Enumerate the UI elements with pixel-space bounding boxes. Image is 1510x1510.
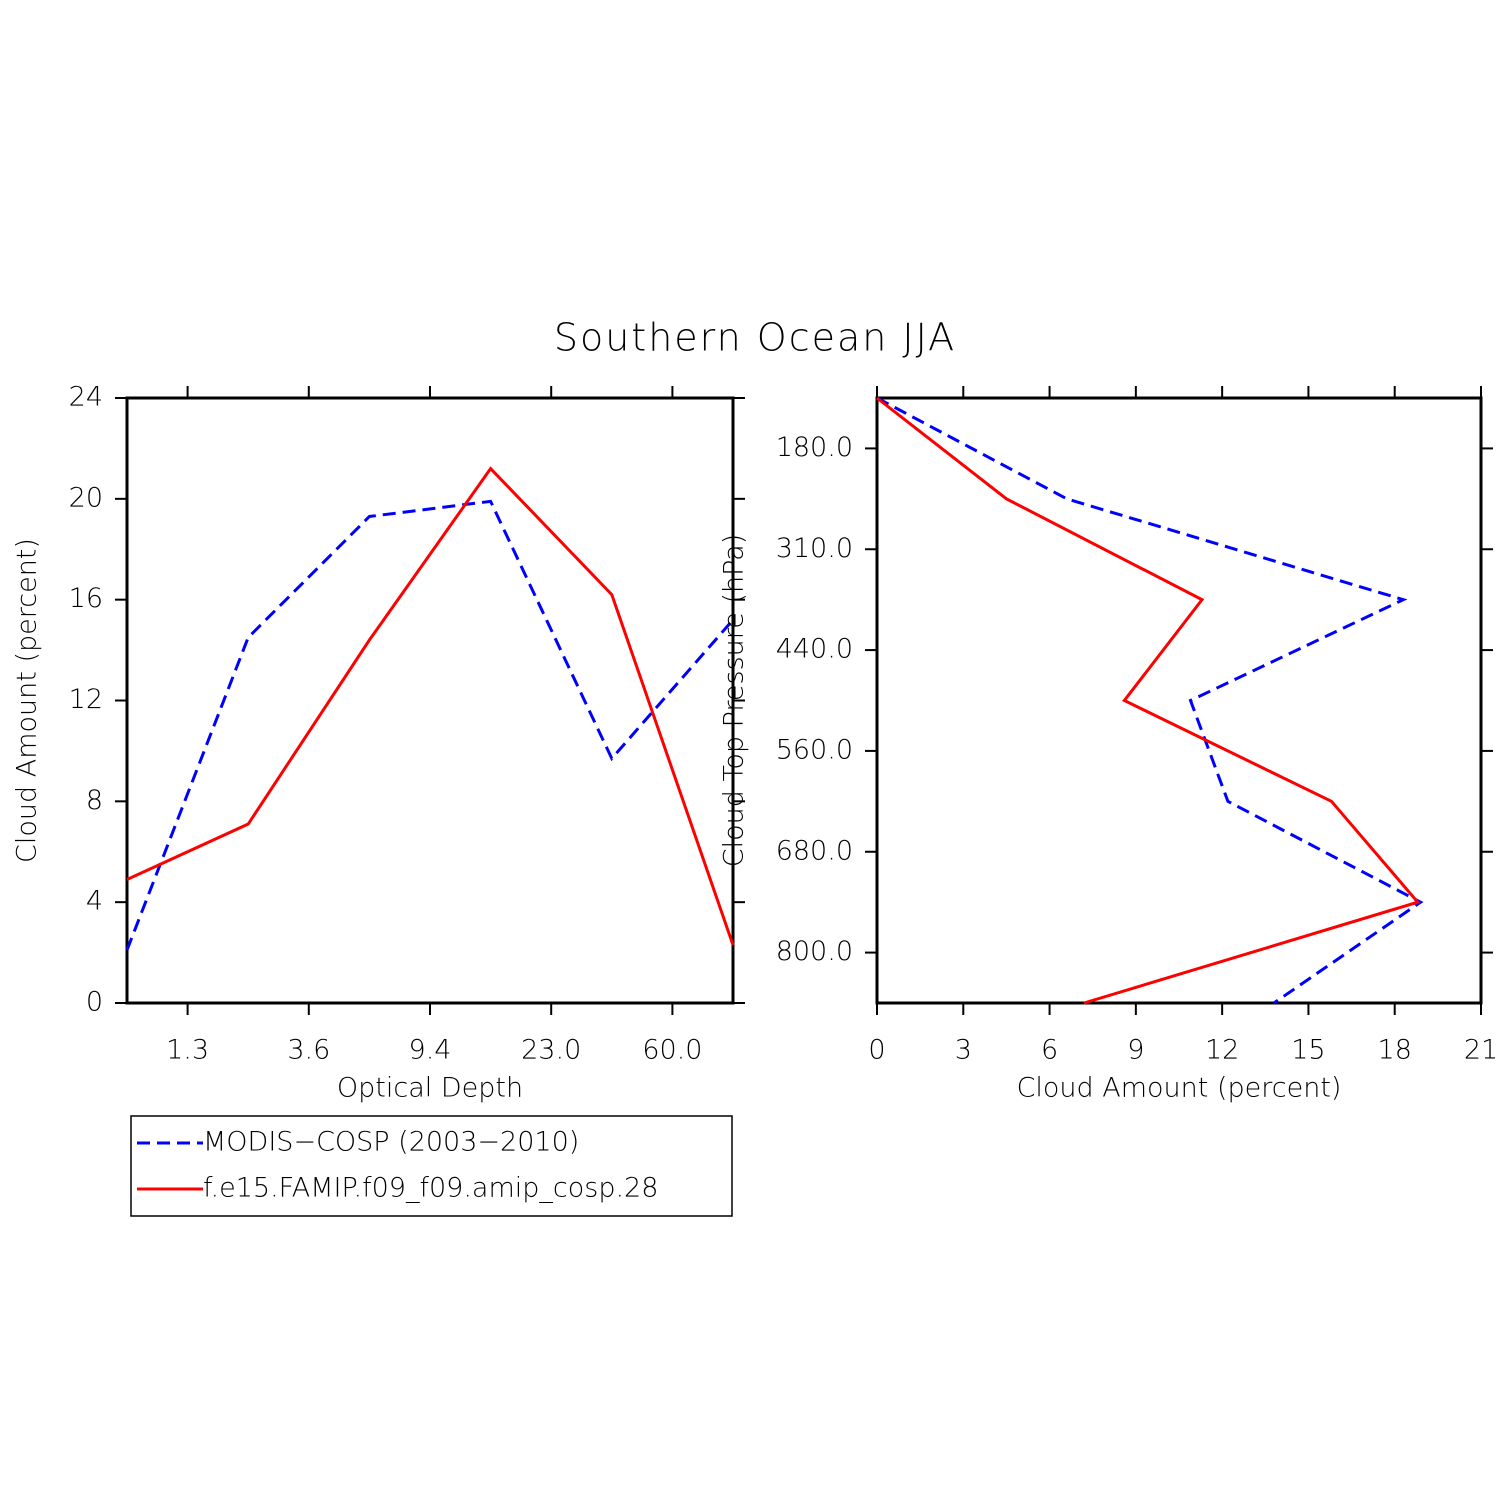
x-axis-label: Cloud Amount (percent) (1017, 1073, 1342, 1104)
plot-frame (875, 396, 1483, 1005)
y-tick-label: 24 (69, 382, 103, 413)
y-axis-label: Cloud Top Pressure (hPa) (719, 534, 750, 868)
legend-label: MODIS−COSP (2003−2010) (203, 1127, 579, 1158)
y-tick-label: 16 (69, 583, 103, 614)
figure-title: Southern Ocean JJA (554, 316, 956, 360)
x-tick-label: 18 (1378, 1035, 1412, 1066)
series-line (125, 499, 735, 951)
x-axis-label: Optical Depth (337, 1073, 523, 1104)
y-tick-label: 4 (86, 886, 103, 917)
y-tick-label: 20 (69, 482, 103, 513)
x-tick-label: 15 (1291, 1035, 1325, 1066)
x-tick-label: 1.3 (166, 1035, 209, 1066)
x-tick-label: 60.0 (642, 1035, 702, 1066)
x-tick-label: 0 (868, 1035, 885, 1066)
x-tick-label: 23.0 (521, 1035, 581, 1066)
y-tick-label: 180.0 (776, 432, 853, 463)
x-tick-label: 9 (1127, 1035, 1144, 1066)
y-tick-label: 0 (86, 987, 103, 1018)
y-tick-label: 680.0 (776, 835, 853, 866)
x-tick-label: 3.6 (287, 1035, 330, 1066)
x-tick-label: 12 (1205, 1035, 1239, 1066)
series-line (126, 466, 735, 946)
legend-box (130, 1115, 733, 1217)
y-tick-label: 8 (86, 785, 103, 816)
y-tick-label: 310.0 (776, 533, 853, 564)
legend-label: f.e15.FAMIP.f09_f09.amip_cosp.28 (203, 1173, 658, 1204)
series-line (876, 396, 1421, 1005)
y-tick-label: 800.0 (776, 936, 853, 967)
x-tick-label: 21 (1464, 1035, 1498, 1066)
x-tick-label: 6 (1041, 1035, 1058, 1066)
plot-frame (125, 396, 735, 1005)
y-axis-label: Cloud Amount (percent) (12, 538, 43, 863)
x-tick-label: 3 (955, 1035, 972, 1066)
series-line (876, 396, 1424, 1005)
y-tick-label: 560.0 (776, 734, 853, 765)
y-tick-label: 440.0 (776, 634, 853, 665)
y-tick-label: 12 (69, 684, 103, 715)
x-tick-label: 9.4 (409, 1035, 452, 1066)
